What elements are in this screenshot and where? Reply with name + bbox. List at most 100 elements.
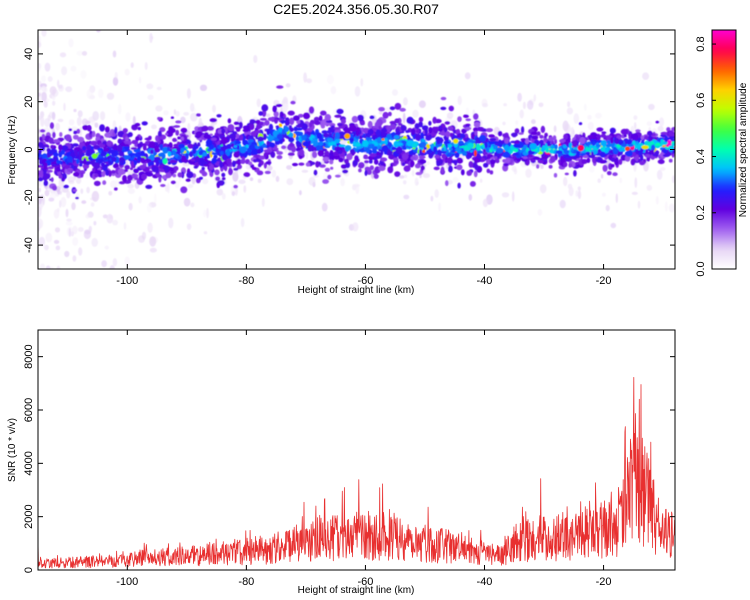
heatmap-cell (38, 80, 43, 91)
heatmap-cell (278, 127, 283, 133)
heatmap-cell (41, 91, 47, 102)
heatmap-cell (322, 179, 329, 184)
heatmap-cell (130, 62, 134, 68)
heatmap-cell (505, 157, 511, 164)
heatmap-cell (335, 174, 341, 178)
heatmap-cell (102, 164, 110, 167)
heatmap-cell (364, 170, 368, 176)
heatmap-cell (451, 159, 459, 164)
heatmap-cell (50, 177, 54, 183)
heatmap-cell (232, 131, 238, 135)
heatmap-cell (562, 120, 569, 132)
x-tick-label: -60 (357, 275, 373, 287)
heatmap-cell (80, 70, 87, 79)
heatmap-cell (633, 122, 637, 130)
heatmap-cell (462, 130, 466, 134)
heatmap-cell (168, 142, 173, 148)
heatmap-cell (600, 140, 607, 147)
heatmap-cell (51, 185, 58, 191)
heatmap-cell (537, 159, 544, 164)
heatmap-cell (402, 180, 407, 185)
heatmap-cell (570, 126, 575, 138)
heatmap-cell (373, 159, 379, 165)
heatmap-cell (530, 131, 538, 136)
heatmap-cell (122, 175, 127, 182)
heatmap-cell (138, 76, 142, 84)
heatmap-cell (240, 217, 245, 228)
heatmap-cell (40, 116, 45, 127)
heatmap-cell (455, 147, 462, 153)
heatmap-cell (484, 141, 488, 149)
heatmap-cell (384, 138, 388, 146)
heatmap-cell (120, 157, 125, 164)
heatmap-cell (170, 160, 178, 163)
heatmap-cell (403, 194, 410, 200)
heatmap-cell (656, 169, 663, 180)
heatmap-cell (349, 149, 355, 154)
heatmap-cell (445, 131, 451, 138)
heatmap-cell (48, 137, 54, 144)
heatmap-cell (92, 111, 99, 121)
heatmap-cell (57, 79, 60, 88)
heatmap-cell (479, 134, 487, 142)
heatmap-cell (582, 155, 589, 159)
heatmap-cell (625, 150, 633, 157)
heatmap-cell (138, 196, 142, 204)
heatmap-cell (58, 84, 63, 89)
heatmap-cell (117, 138, 123, 144)
heatmap-cell (321, 202, 328, 212)
heatmap-cell (627, 139, 633, 146)
heatmap-cell (94, 122, 99, 128)
heatmap-cell (397, 123, 403, 126)
heatmap-cell (211, 152, 218, 155)
heatmap-cell (322, 154, 330, 158)
heatmap-cell (448, 105, 454, 112)
heatmap-cell (55, 122, 60, 131)
heatmap-cell (503, 103, 507, 107)
heatmap-cell (618, 158, 623, 165)
heatmap-cell (483, 162, 489, 168)
heatmap-cell (86, 149, 94, 154)
heatmap-cell (67, 167, 74, 173)
heatmap-cell (198, 150, 203, 156)
y-tick-label: 8000 (23, 344, 35, 368)
heatmap-cell (189, 151, 194, 158)
heatmap-cell (123, 139, 131, 144)
heatmap-cell (594, 156, 598, 160)
heatmap-cell (402, 112, 406, 124)
heatmap-cell (267, 135, 274, 142)
heatmap-cell (59, 313, 63, 324)
heatmap-cell (276, 151, 284, 155)
heatmap-cell (303, 72, 307, 83)
heatmap-cell (47, 114, 51, 122)
colorbar-label: Normalized spectral amplitude (738, 82, 749, 217)
heatmap-cell (329, 159, 334, 165)
heatmap-cell (59, 52, 67, 58)
heatmap-cell (86, 89, 94, 99)
heatmap-cell (118, 181, 126, 185)
heatmap-cell (61, 149, 65, 155)
heatmap-cell (432, 116, 437, 124)
heatmap-cell (394, 102, 402, 110)
heatmap-cell (545, 147, 549, 153)
heatmap-cell (510, 144, 514, 152)
heatmap-cell (670, 138, 675, 142)
heatmap-cell (457, 116, 462, 122)
heatmap-cell (286, 165, 293, 170)
heatmap-cell (579, 136, 586, 145)
heatmap-cell (519, 109, 524, 119)
heatmap-cell (464, 72, 471, 80)
heatmap-cell (563, 141, 569, 145)
heatmap-cell (566, 107, 574, 115)
heatmap-cell (553, 125, 557, 133)
heatmap-cell (358, 164, 364, 168)
heatmap-cell (274, 118, 278, 124)
heatmap-cell (59, 191, 62, 195)
heatmap-cell (573, 113, 580, 124)
heatmap-cell (338, 157, 344, 163)
heatmap-cell (374, 146, 378, 150)
heatmap-cell (575, 190, 579, 197)
heatmap-cell (467, 142, 475, 149)
heatmap-cell (646, 184, 653, 191)
heatmap-cell (369, 115, 375, 120)
